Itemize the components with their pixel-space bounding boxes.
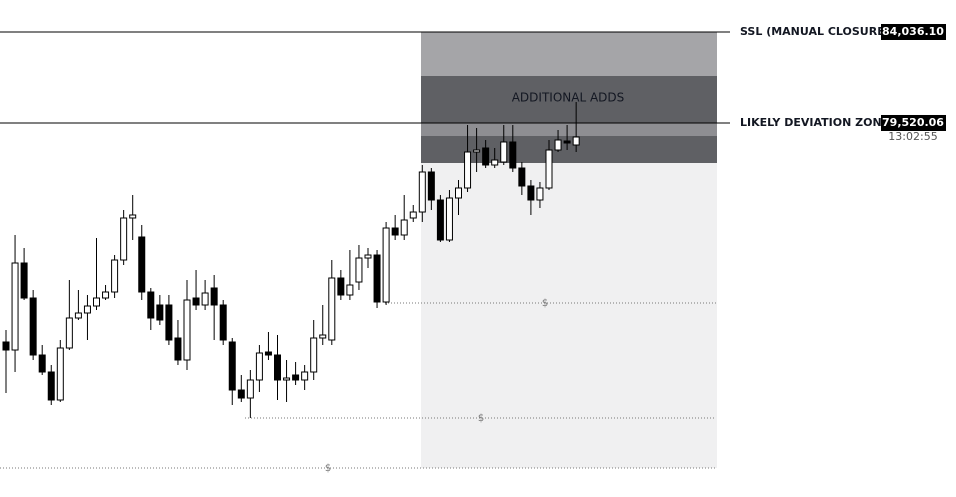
candle-body (500, 141, 508, 163)
candle-body (418, 171, 426, 213)
candle-body (319, 334, 327, 339)
candle-body (192, 297, 200, 306)
price-label: 84,036.10 (882, 25, 944, 38)
candle-body (29, 297, 37, 356)
candle-body (219, 304, 227, 341)
candle-body (409, 211, 417, 219)
candle-body (264, 351, 272, 356)
candle-body (246, 379, 254, 399)
candle-body (183, 299, 191, 361)
candle-body (518, 167, 526, 187)
candle-body (274, 354, 281, 381)
candle-body (491, 159, 499, 166)
candle-body (56, 347, 64, 401)
price-line-name: SSL (MANUAL CLOSURE) - (740, 25, 898, 38)
price-label: 79,520.06 (882, 116, 944, 129)
candle-body (38, 354, 46, 373)
candle-body (301, 371, 309, 381)
candle-body (111, 259, 119, 293)
candle-body (554, 139, 562, 151)
candle-body (346, 284, 354, 296)
candle-body (74, 312, 82, 319)
candle-body (572, 136, 580, 146)
candle-body (237, 389, 245, 399)
candle-body (391, 227, 399, 236)
candle-body (174, 337, 182, 361)
candle-body (138, 236, 146, 293)
candle-body (464, 151, 472, 189)
price-line-name: LIKELY DEVIATION ZONE - (740, 116, 898, 129)
candle-body (509, 141, 517, 169)
candle-body (364, 254, 372, 259)
candle-body (2, 341, 10, 351)
candle-body (482, 147, 490, 166)
candle-body (545, 149, 553, 189)
candle-body (120, 217, 128, 261)
candle-body (382, 227, 390, 303)
zone-band (421, 123, 717, 136)
candle-body (563, 140, 571, 144)
candle-body (473, 149, 481, 153)
countdown: 13:02:55 (888, 130, 937, 143)
candle-body (355, 257, 363, 283)
candle-body (165, 304, 173, 341)
candle-body (337, 277, 345, 296)
candle-body (47, 371, 55, 401)
candle-body (210, 287, 218, 306)
level-label: $ (478, 413, 484, 424)
candle-body (400, 219, 408, 236)
candle-body (527, 185, 535, 201)
candle-body (147, 291, 155, 319)
zone-upper (421, 32, 717, 76)
zone-range (421, 163, 717, 468)
candle-body (445, 197, 453, 241)
candle-body (11, 262, 19, 351)
candle-body (292, 374, 300, 381)
candle-body (83, 305, 91, 314)
candle-body (328, 277, 336, 341)
candle-body (373, 254, 381, 303)
candle-body (102, 291, 110, 299)
level-label: $ (325, 463, 331, 474)
candle-body (455, 187, 462, 199)
candle-body (310, 337, 318, 373)
candle-body (255, 352, 263, 381)
price-box (881, 114, 946, 131)
zone-adds (421, 76, 717, 123)
candle-body (65, 317, 73, 349)
candle-body (156, 304, 164, 321)
candle-body (93, 297, 100, 307)
candle-body (20, 262, 28, 299)
candle-body (201, 292, 209, 306)
candle-body (129, 214, 137, 219)
price-box (881, 23, 946, 40)
candle-body (228, 341, 236, 391)
level-label: $ (542, 298, 548, 309)
candle-body (283, 377, 291, 381)
candle-body (536, 187, 544, 201)
candle-body (436, 199, 444, 241)
candle-body (427, 171, 435, 201)
annotation: ADDITIONAL ADDS (512, 91, 625, 105)
